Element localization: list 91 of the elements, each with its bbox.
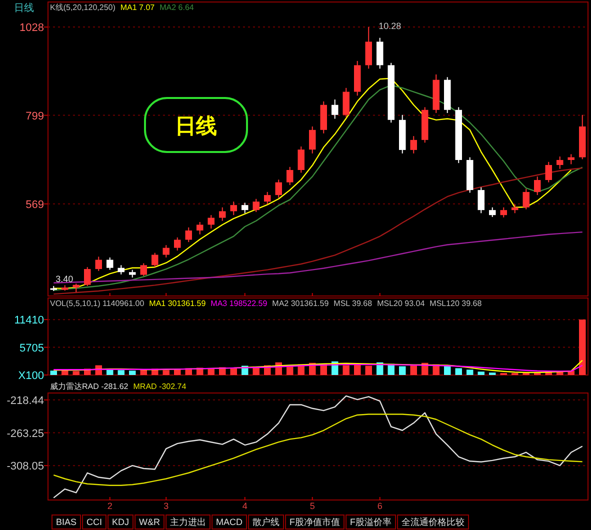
candlestick xyxy=(162,244,170,258)
candlestick xyxy=(342,87,350,118)
annotation: 日线 xyxy=(175,115,217,138)
x-tick-label: 5 xyxy=(310,501,315,511)
candlestick xyxy=(264,191,271,205)
text: 散户线 xyxy=(252,517,280,527)
candlestick xyxy=(556,156,564,170)
candlestick xyxy=(376,37,384,70)
candlestick xyxy=(230,201,237,216)
text: 威力雷达RAD -281.62 xyxy=(50,382,129,391)
candlestick xyxy=(410,136,417,154)
x-tick-label: 4 xyxy=(242,501,248,511)
candlestick xyxy=(208,214,214,230)
y-tick-label: 1028 xyxy=(20,22,44,34)
annotation: 3.40 xyxy=(56,274,74,284)
annotation: MSL120 39.68 xyxy=(430,299,482,308)
text: 全流通价格比较 xyxy=(402,517,465,527)
candlestick xyxy=(152,252,158,268)
text: MRAD -302.74 xyxy=(133,382,187,391)
bar xyxy=(455,368,462,375)
candlestick xyxy=(140,262,147,276)
candlestick xyxy=(174,236,181,252)
text: BIAS xyxy=(56,517,77,527)
bar xyxy=(118,370,124,375)
candlestick xyxy=(365,26,372,70)
candlestick xyxy=(185,226,192,243)
text: 日线 xyxy=(14,2,34,14)
x-tick-label: 3 xyxy=(164,501,169,511)
text: KDJ xyxy=(112,517,130,527)
y-tick-label: -218.44 xyxy=(6,394,44,407)
y-tick-label: X100 xyxy=(18,370,44,382)
x-tick-label: 2 xyxy=(107,501,112,511)
bar xyxy=(162,370,170,375)
line-series xyxy=(53,414,583,486)
text: F股净值市值 xyxy=(290,517,340,527)
candlestick xyxy=(275,179,282,198)
candlestick xyxy=(332,98,338,120)
candlestick xyxy=(522,188,530,210)
annotation: 10.28 xyxy=(378,21,402,32)
line-series xyxy=(53,364,583,372)
text: 主力进出 xyxy=(170,517,206,527)
bar xyxy=(230,368,237,375)
text: CCI xyxy=(86,517,102,527)
candlestick xyxy=(84,266,91,286)
bar xyxy=(365,366,372,375)
candlestick xyxy=(545,161,552,183)
text: F股溢价率 xyxy=(350,517,392,527)
text: MA2 6.64 xyxy=(160,3,194,12)
bar xyxy=(208,368,214,375)
candlestick xyxy=(118,264,124,275)
candlestick xyxy=(286,166,294,186)
line-series xyxy=(53,231,583,284)
candlestick xyxy=(196,222,204,235)
bar xyxy=(129,370,136,375)
candlestick xyxy=(478,186,484,214)
text: MA3 198522.59 xyxy=(210,299,268,308)
bar xyxy=(72,371,80,375)
y-tick-label: -308.05 xyxy=(6,460,44,473)
y-tick-label: 799 xyxy=(26,110,44,122)
candlestick xyxy=(252,198,260,212)
line-series xyxy=(53,395,583,498)
chart-title: VOL(5,5,10,1) 1140961.00 xyxy=(50,299,145,308)
chart-title: K线(5,20,120,250) xyxy=(50,3,116,12)
y-tick-label: 569 xyxy=(26,198,44,211)
bar xyxy=(399,366,406,375)
bar xyxy=(478,372,484,375)
y-tick-label: 11410 xyxy=(14,314,44,327)
candlestick xyxy=(500,206,507,218)
annotation: MSL20 93.04 xyxy=(377,299,426,308)
candlestick xyxy=(95,256,102,272)
candlestick xyxy=(309,126,316,154)
candlestick xyxy=(106,256,114,270)
y-tick-label: 5705 xyxy=(20,342,44,354)
text: MACD xyxy=(216,517,244,527)
text: MA1 7.07 xyxy=(120,3,156,12)
bar xyxy=(342,365,350,375)
x-tick-label: 6 xyxy=(377,501,382,511)
y-tick-label: -263.25 xyxy=(6,428,44,440)
annotation: MSL 39.68 xyxy=(334,299,373,308)
bar xyxy=(579,320,586,375)
candlestick xyxy=(219,206,226,222)
candlestick xyxy=(534,176,541,196)
text: W&R xyxy=(139,517,161,527)
candlestick xyxy=(242,202,248,214)
bar xyxy=(50,370,57,375)
candlestick xyxy=(298,146,304,174)
text: MA1 301361.59 xyxy=(149,299,206,308)
bar xyxy=(466,370,474,375)
annotation: MA2 301361.59 xyxy=(272,299,330,308)
candlestick xyxy=(489,206,496,218)
bar xyxy=(410,365,417,375)
